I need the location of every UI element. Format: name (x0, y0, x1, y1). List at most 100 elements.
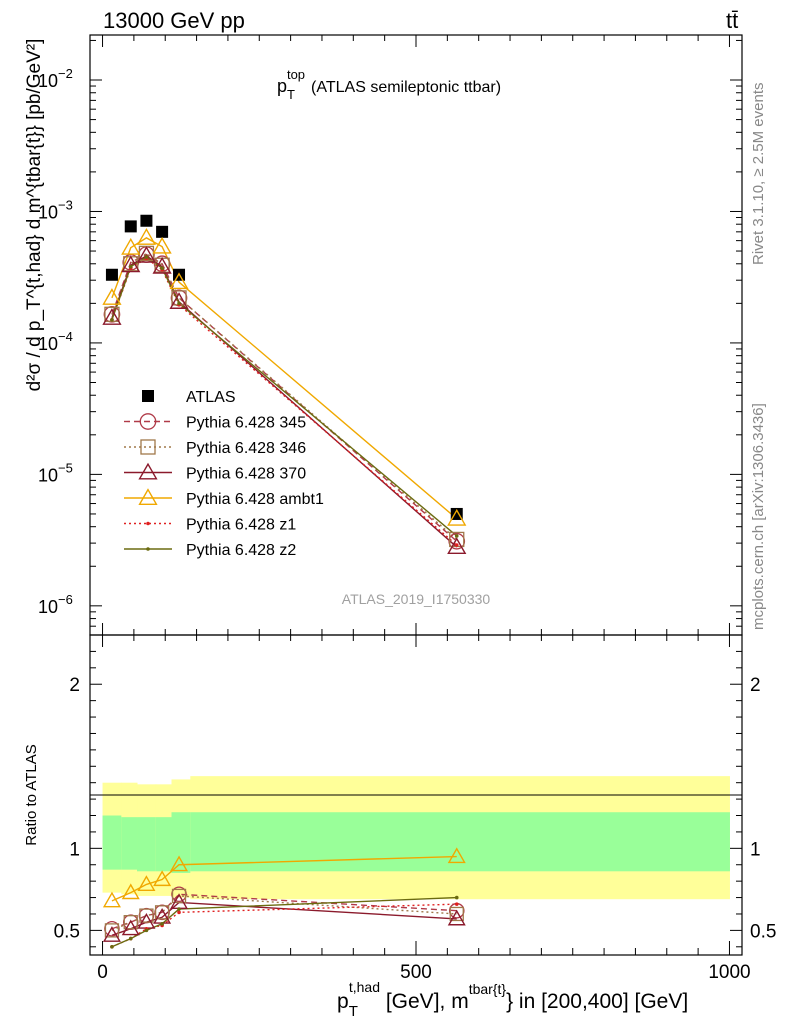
tick-base: 10 (38, 334, 58, 354)
green-band (155, 817, 172, 872)
main-data-point (144, 255, 149, 259)
ratio-data-point (177, 910, 181, 915)
rivet-version-label: Rivet 3.1.10, ≥ 2.5M events (750, 83, 767, 266)
main-data-point (450, 507, 463, 520)
x-tick-label: 500 (400, 962, 432, 983)
tick-base: 10 (38, 465, 58, 485)
ratio-data-point (160, 922, 164, 926)
ratio-data-point (110, 944, 114, 949)
legend-label: Pythia 6.428 345 (186, 415, 306, 432)
main-series-line (111, 252, 458, 540)
main-data-point (102, 288, 122, 305)
ratio-y-tick-label-right: 2 (750, 675, 761, 696)
main-y-tick-label: 10−3 (38, 197, 73, 222)
ratio-y-tick-label: 1 (69, 839, 80, 860)
main-data-point (152, 256, 172, 274)
ratio-data-point (128, 936, 133, 941)
ratio-data-point (104, 920, 120, 937)
tick-exponent: −2 (58, 66, 73, 81)
legend-label: Pythia 6.428 346 (186, 440, 306, 457)
main-y-tick-label: 10−2 (38, 66, 73, 91)
tick-base: 10 (38, 597, 58, 617)
main-data-point (454, 543, 459, 547)
tick-base: 10 (38, 71, 58, 91)
main-series-markers (102, 214, 467, 555)
tick-exponent: −4 (58, 329, 73, 344)
x-axis-label-p: p (337, 990, 349, 1013)
ratio-data-point (447, 847, 466, 864)
legend-label: ATLAS (186, 389, 236, 406)
legend-marker (146, 547, 150, 551)
x-tick-label: 1000 (708, 962, 750, 983)
main-data-point (103, 305, 121, 323)
ratio-data-point (171, 888, 187, 904)
main-title-sub: T (287, 87, 295, 102)
analysis-watermark: ATLAS_2019_I1750330 (342, 591, 491, 607)
ratio-data-point (104, 923, 120, 938)
main-data-point (447, 508, 467, 526)
tick-exponent: −3 (58, 197, 73, 212)
legend-label: Pythia 6.428 z1 (186, 517, 296, 534)
x-axis-label-sup: t,had (349, 979, 380, 995)
ratio-axis-ticks: 0.5 0.5 1 1 2 2 0 500 1000 (54, 634, 776, 983)
ratio-series-line (111, 895, 457, 932)
ratio-data-point (139, 908, 154, 923)
tick-exponent: −6 (58, 592, 73, 607)
main-data-point (110, 317, 114, 322)
tick-base: 10 (38, 202, 58, 222)
main-y-ticks: 10−210−310−410−510−6 (38, 35, 742, 636)
ratio-data-point (170, 855, 189, 872)
ratio-y-axis-label: Ratio to ATLAS (23, 744, 40, 845)
ratio-series-line (111, 855, 457, 902)
legend-marker (138, 462, 158, 480)
main-data-point (169, 272, 189, 290)
x-axis-label-end: } in [200,400] [GeV] (506, 990, 688, 1013)
x-tick-label: 0 (97, 962, 108, 983)
legend-marker (139, 413, 157, 430)
ratio-data-point (447, 909, 466, 926)
ratio-panel: 0.5 0.5 1 1 2 2 0 500 1000 Ratio to ATLAS pTt,ha… (23, 634, 776, 1020)
main-data-point (136, 228, 157, 245)
main-title: pTtop (ATLAS semileptonic ttbar) (277, 67, 501, 102)
main-data-point (102, 308, 122, 325)
green-band (102, 815, 122, 870)
ratio-y-tick-label: 0.5 (54, 921, 80, 942)
main-data-point (121, 237, 141, 255)
main-data-point (447, 537, 467, 555)
x-axis-label-sub: T (349, 1003, 358, 1020)
legend-marker (138, 488, 158, 505)
legend-label: Pythia 6.428 ambt1 (186, 491, 324, 508)
green-band (171, 812, 191, 873)
green-band (121, 817, 138, 870)
main-data-point (448, 532, 466, 550)
ratio-data-point (121, 883, 140, 900)
ratio-data-point (102, 926, 121, 942)
main-data-point (156, 225, 169, 238)
ratio-data-point (454, 902, 459, 906)
main-data-point (169, 292, 189, 309)
green-band (137, 817, 157, 872)
legend-marker (146, 521, 150, 526)
main-title-p: p (277, 76, 287, 96)
main-data-point (152, 236, 172, 254)
main-y-tick-label: 10−6 (38, 592, 73, 617)
legend-marker (142, 390, 154, 402)
mcplots-label: mcplots.cern.ch [arXiv:1306.3436] (750, 403, 767, 630)
ratio-series-markers (102, 847, 466, 949)
tick-exponent: −5 (58, 460, 73, 475)
ratio-data-point (153, 870, 172, 887)
ratio-data-point (137, 912, 156, 929)
main-data-point (454, 534, 459, 538)
main-data-point (128, 264, 133, 269)
main-data-point (160, 266, 164, 271)
main-y-axis-label: d²σ / d p_T^{t,had} d m^{tbar{t}} [pb/Ge… (24, 39, 45, 392)
main-title-sup: top (287, 67, 305, 82)
x-axis-label: pTt,had [GeV], mtbar{t}} in [200,400] [G… (337, 979, 688, 1020)
main-data-point (177, 301, 181, 306)
main-data-point (140, 214, 153, 227)
main-data-point (121, 255, 141, 273)
legend-label: Pythia 6.428 370 (186, 466, 306, 483)
main-data-point (124, 220, 137, 233)
ratio-data-point (154, 905, 170, 920)
main-data-point (105, 268, 118, 281)
